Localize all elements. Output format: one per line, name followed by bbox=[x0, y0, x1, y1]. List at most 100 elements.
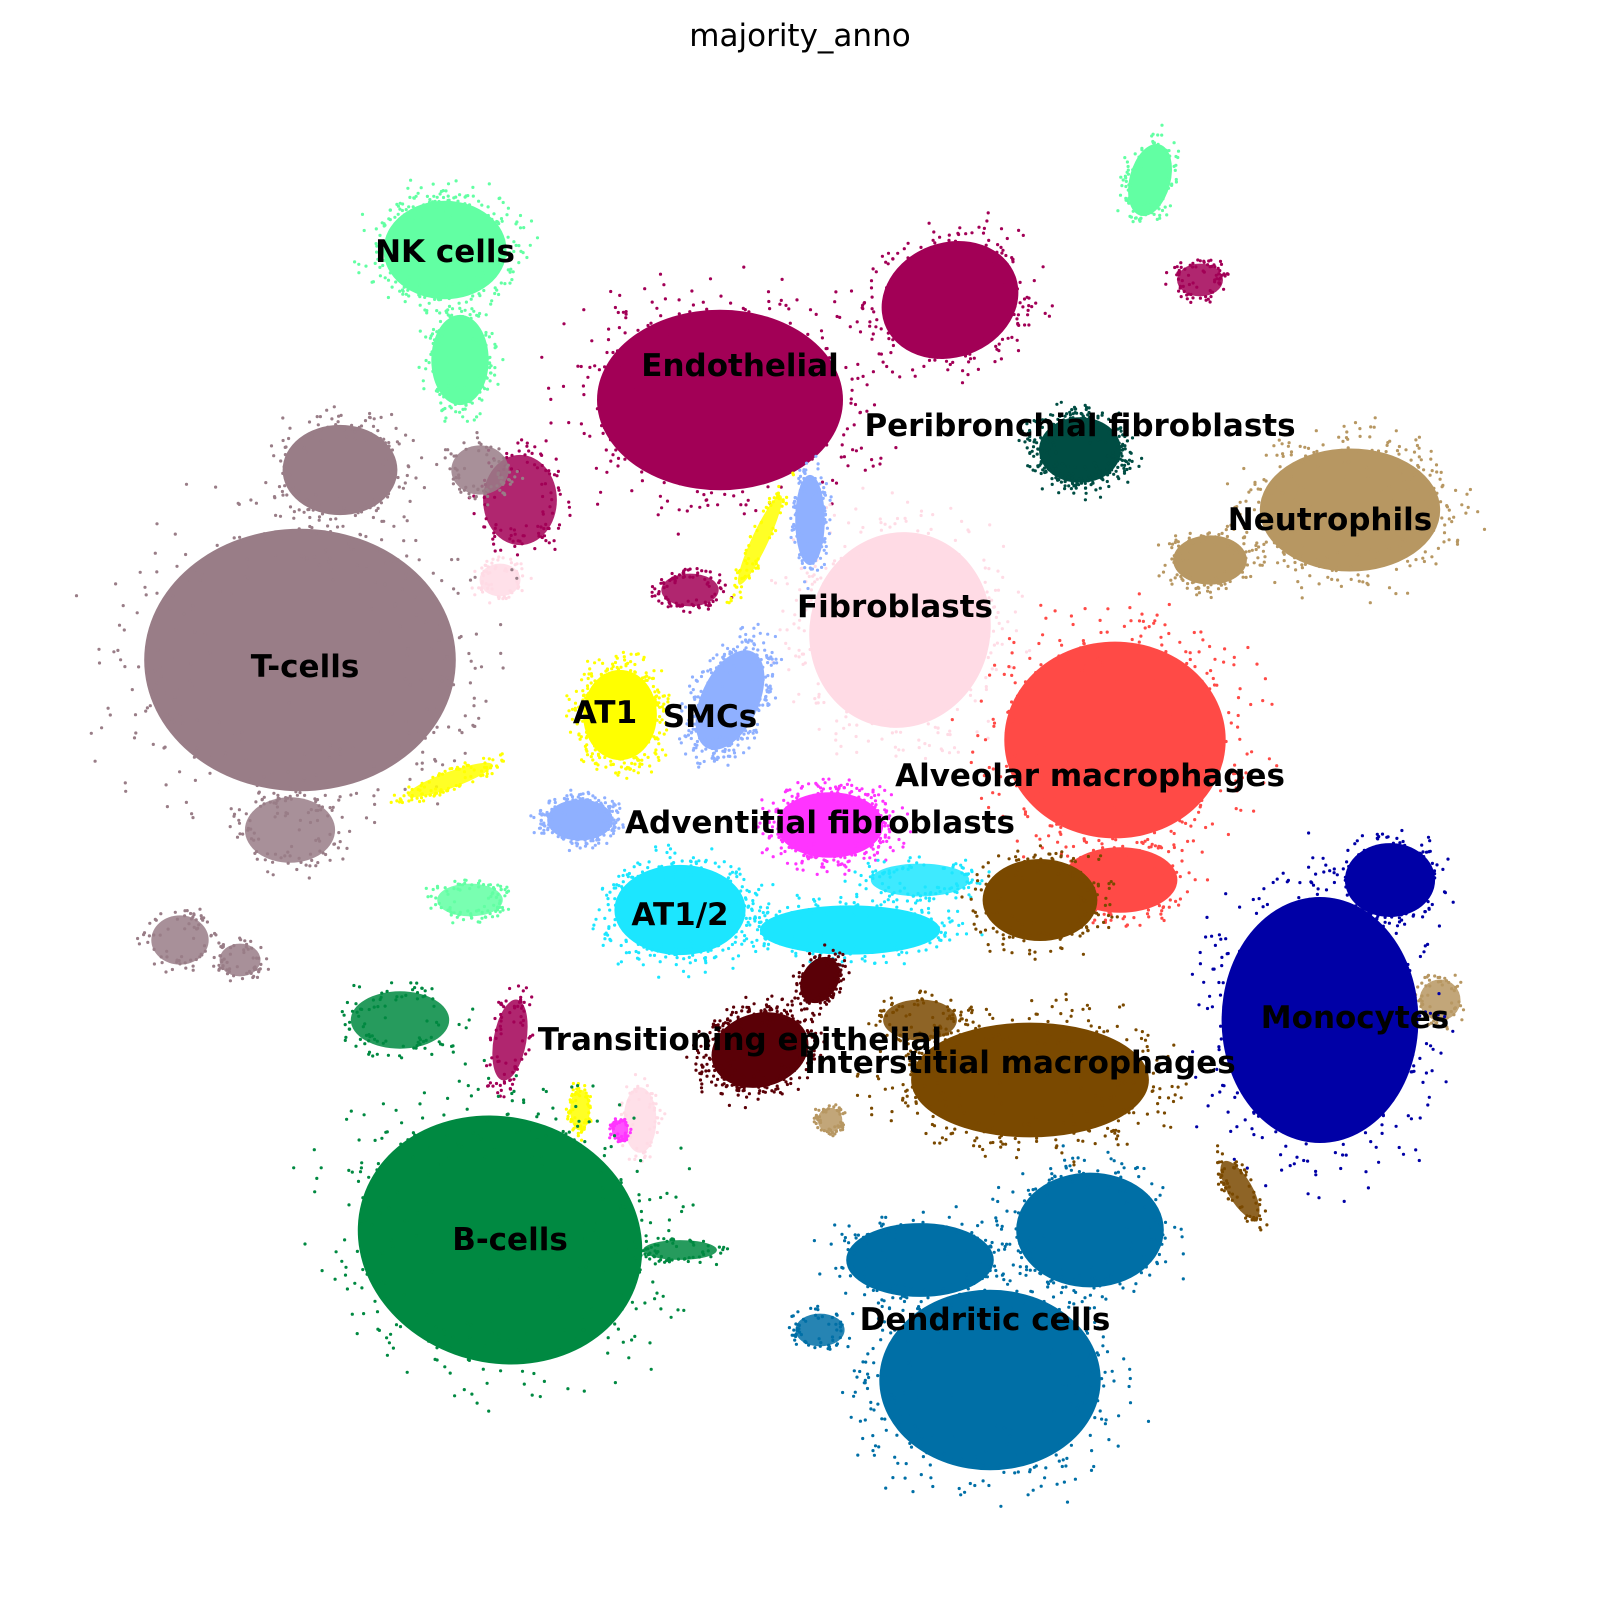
data-point bbox=[765, 506, 770, 510]
data-point bbox=[828, 503, 832, 507]
data-point bbox=[705, 412, 709, 416]
data-point bbox=[571, 1128, 575, 1132]
data-point bbox=[755, 730, 759, 734]
data-point bbox=[641, 679, 645, 684]
data-point bbox=[1188, 576, 1192, 580]
data-point bbox=[972, 342, 976, 347]
data-point bbox=[1234, 807, 1238, 811]
data-point bbox=[1044, 616, 1048, 620]
data-point bbox=[1045, 451, 1049, 455]
data-point bbox=[1436, 1024, 1440, 1028]
data-point bbox=[1427, 492, 1431, 496]
data-point bbox=[617, 326, 622, 330]
data-point bbox=[467, 203, 472, 207]
data-point bbox=[1233, 771, 1237, 776]
data-point bbox=[982, 618, 986, 623]
data-point bbox=[1027, 323, 1031, 327]
data-point bbox=[824, 347, 828, 351]
data-point bbox=[155, 522, 159, 526]
data-point bbox=[583, 844, 588, 848]
data-point bbox=[488, 1081, 492, 1085]
data-point bbox=[259, 945, 263, 950]
data-point bbox=[455, 386, 459, 390]
data-point bbox=[874, 325, 878, 329]
data-point bbox=[750, 639, 754, 643]
data-point bbox=[732, 665, 736, 669]
data-point bbox=[471, 294, 475, 298]
data-point bbox=[512, 1020, 516, 1024]
data-point bbox=[311, 508, 315, 512]
data-point bbox=[570, 717, 575, 721]
data-point bbox=[936, 726, 940, 730]
cluster-core bbox=[881, 241, 1019, 359]
data-point bbox=[334, 423, 338, 427]
data-point bbox=[1083, 478, 1087, 482]
data-point bbox=[670, 571, 674, 576]
data-point bbox=[613, 305, 618, 310]
data-point bbox=[987, 238, 991, 242]
data-point bbox=[489, 485, 493, 489]
data-point bbox=[1197, 810, 1201, 814]
data-point bbox=[996, 243, 1000, 247]
data-point bbox=[608, 821, 612, 825]
data-point bbox=[539, 808, 543, 813]
data-point bbox=[856, 701, 860, 705]
data-point bbox=[473, 575, 477, 579]
data-point bbox=[254, 501, 258, 505]
data-point bbox=[853, 402, 858, 407]
data-point bbox=[721, 643, 725, 647]
data-point bbox=[1216, 587, 1221, 591]
data-point bbox=[1075, 411, 1079, 415]
data-point bbox=[987, 635, 991, 639]
data-point bbox=[1187, 539, 1191, 543]
data-point bbox=[1422, 468, 1426, 472]
data-point bbox=[418, 303, 422, 307]
data-point bbox=[694, 746, 698, 750]
data-point bbox=[850, 377, 854, 381]
data-point bbox=[598, 402, 602, 406]
data-point bbox=[589, 681, 593, 685]
data-point bbox=[447, 286, 451, 290]
data-point bbox=[477, 441, 481, 445]
data-point bbox=[745, 561, 749, 566]
data-point bbox=[364, 534, 368, 539]
data-point bbox=[1384, 561, 1388, 565]
data-point bbox=[907, 265, 912, 269]
data-point bbox=[152, 933, 156, 937]
data-point bbox=[473, 569, 477, 574]
data-point bbox=[400, 288, 405, 292]
data-point bbox=[1414, 558, 1418, 562]
data-point bbox=[283, 453, 287, 457]
data-point bbox=[309, 808, 313, 812]
data-point bbox=[598, 706, 602, 710]
data-point bbox=[966, 373, 970, 377]
data-point bbox=[1282, 552, 1286, 556]
data-point bbox=[736, 571, 740, 575]
data-point bbox=[639, 705, 643, 709]
data-point bbox=[1263, 677, 1267, 681]
data-point bbox=[792, 448, 796, 452]
data-point bbox=[933, 241, 937, 245]
data-point bbox=[739, 585, 744, 589]
data-point bbox=[1226, 544, 1230, 548]
data-point bbox=[425, 311, 429, 315]
data-point bbox=[387, 217, 391, 221]
data-point bbox=[1200, 850, 1204, 854]
data-point bbox=[932, 710, 936, 715]
data-point bbox=[217, 941, 221, 945]
data-point bbox=[991, 629, 996, 633]
data-point bbox=[772, 661, 776, 665]
data-point bbox=[840, 1121, 844, 1125]
data-point bbox=[992, 643, 997, 647]
data-point bbox=[757, 699, 761, 703]
data-point bbox=[137, 665, 141, 669]
data-point bbox=[692, 454, 696, 458]
data-point bbox=[481, 385, 485, 389]
data-point bbox=[465, 419, 469, 423]
data-point bbox=[1197, 586, 1201, 590]
data-point bbox=[1163, 623, 1167, 627]
data-point bbox=[373, 261, 377, 265]
data-point bbox=[1172, 831, 1176, 836]
data-point bbox=[1000, 337, 1005, 341]
data-point bbox=[441, 790, 445, 794]
